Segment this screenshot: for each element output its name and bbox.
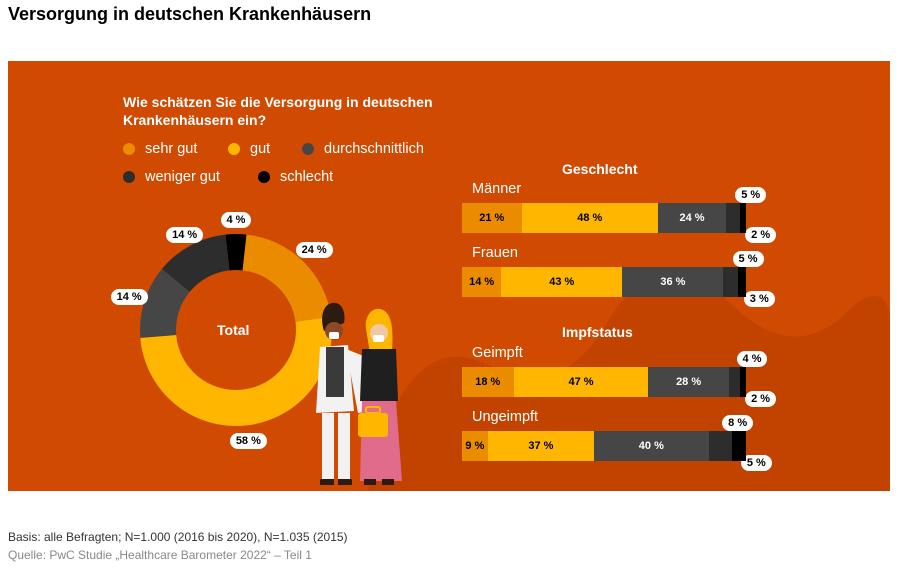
bar-value-label: 2 % — [745, 391, 777, 407]
bar-segment — [740, 203, 746, 233]
legend-swatch — [123, 143, 135, 155]
donut-slice — [140, 268, 190, 338]
bar-segment: 43 % — [501, 267, 623, 297]
donut-value-label: 24 % — [295, 241, 333, 258]
stacked-bar: 18 % 47 % 28 % — [462, 367, 746, 397]
stacked-bar: 21 % 48 % 24 % — [462, 203, 746, 233]
bar-segment: 36 % — [622, 267, 724, 297]
bar-value-label: 8 % — [722, 415, 754, 431]
donut-slice — [225, 234, 247, 271]
legend-item: weniger gut — [123, 169, 220, 185]
doctor-figure — [316, 302, 370, 485]
bar-segment — [708, 431, 732, 461]
legend-item: schlecht — [258, 169, 333, 185]
bar-segment: 18 % — [462, 367, 514, 397]
donut-chart — [140, 234, 332, 427]
bar-value-label: 2 % — [745, 227, 777, 243]
people-illustration — [316, 302, 402, 485]
chart-panel: Wie schätzen Sie die Versorgung in deuts… — [8, 61, 890, 491]
donut-value-label: 58 % — [229, 433, 267, 450]
legend-label: schlecht — [280, 169, 334, 185]
page-title: Versorgung in deutschen Krankenhäusern — [8, 4, 372, 24]
bar-row-label: Frauen — [472, 245, 518, 261]
bar-segment: 21 % — [462, 203, 522, 233]
bar-row-label: Ungeimpft — [472, 409, 539, 425]
bar-value-label: 3 % — [743, 291, 775, 307]
bar-segment: 9 % — [462, 431, 488, 461]
legend-label: gut — [250, 141, 271, 157]
bar-segment: 28 % — [648, 367, 729, 397]
legend-swatch — [123, 171, 135, 183]
legend-swatch — [258, 171, 270, 183]
question-text: Wie schätzen Sie die Versorgung in deuts… — [123, 94, 433, 128]
patient-figure — [358, 308, 402, 485]
donut-center-label: Total — [217, 322, 250, 338]
bar-segment — [740, 367, 746, 397]
legend-swatch — [302, 143, 314, 155]
donut-slice — [140, 316, 332, 427]
donut-value-label: 4 % — [220, 212, 252, 228]
bar-segment — [737, 267, 746, 297]
legend-label: durchschnittlich — [324, 141, 424, 157]
legend-label: weniger gut — [145, 169, 220, 185]
donut-slice — [242, 234, 332, 322]
bar-segment: 24 % — [657, 203, 727, 233]
bar-segment — [726, 203, 741, 233]
bar-group-title: Geschlecht — [562, 161, 638, 177]
legend-item: durchschnittlich — [302, 141, 424, 157]
bar-value-label: 5 % — [735, 187, 767, 203]
bar-value-label: 5 % — [740, 455, 772, 471]
bar-segment — [728, 367, 741, 397]
legend-item: sehr gut — [123, 141, 197, 157]
bar-segment: 40 % — [593, 431, 709, 461]
bar-value-label: 4 % — [736, 351, 768, 367]
stacked-bar: 9 % 37 % 40 % — [462, 431, 746, 461]
legend-swatch — [228, 143, 240, 155]
bar-segment: 48 % — [521, 203, 658, 233]
legend-item: gut — [228, 141, 270, 157]
bar-segment: 37 % — [487, 431, 594, 461]
footer-source: Quelle: PwC Studie „Healthcare Barometer… — [8, 548, 312, 562]
legend-label: sehr gut — [145, 141, 198, 157]
bar-row-label: Männer — [472, 181, 522, 197]
bar-row-label: Geimpft — [472, 345, 523, 361]
footer-basis: Basis: alle Befragten; N=1.000 (2016 bis… — [8, 530, 348, 544]
bar-segment: 47 % — [513, 367, 649, 397]
donut-value-label: 14 % — [110, 288, 148, 305]
stacked-bar: 14 % 43 % 36 % — [462, 267, 746, 297]
bar-value-label: 5 % — [732, 251, 764, 267]
bar-segment — [723, 267, 738, 297]
donut-slice — [161, 234, 230, 292]
bar-segment: 14 % — [462, 267, 502, 297]
donut-value-label: 14 % — [166, 227, 204, 244]
bar-group-title: Impfstatus — [562, 324, 633, 340]
bar-segment — [731, 431, 746, 461]
